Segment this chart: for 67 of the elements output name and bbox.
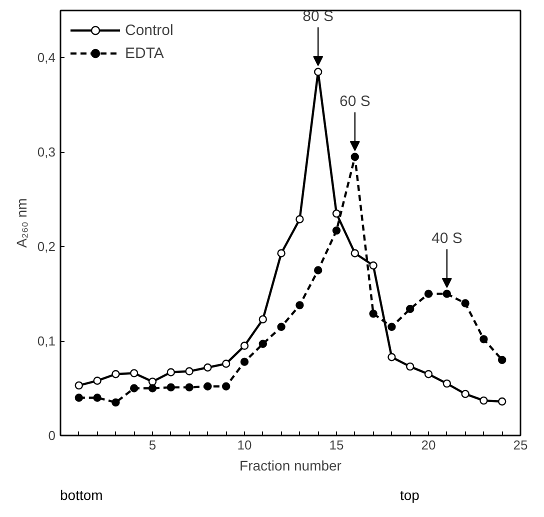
point (314, 68, 322, 76)
point (93, 376, 102, 385)
y-axis-title: A₂₆₀ nm (13, 198, 30, 248)
point (204, 363, 212, 372)
point (185, 367, 194, 376)
point (148, 378, 157, 386)
point (240, 358, 249, 366)
point (74, 381, 83, 390)
text: bottom (60, 486, 103, 505)
point (222, 360, 230, 368)
x-tick-label: 5 (148, 438, 156, 452)
x-tick-label: 25 (513, 438, 528, 452)
point (185, 383, 194, 392)
point (240, 342, 249, 350)
annotation: 40 S (431, 230, 462, 248)
point (296, 301, 304, 310)
point (277, 249, 286, 258)
point (332, 209, 341, 218)
x-tick-label: 15 (329, 438, 344, 452)
point (498, 356, 506, 364)
x-tick-label: 20 (421, 438, 436, 452)
x-axis-title: Fraction number (240, 458, 342, 474)
point (442, 290, 451, 298)
point (461, 390, 470, 398)
point (93, 394, 102, 402)
point (166, 383, 175, 392)
point (148, 384, 157, 392)
y-tick-label: 0,4 (37, 50, 56, 66)
y-tick-label: 0 (48, 428, 56, 443)
point (222, 382, 230, 390)
point (388, 353, 396, 362)
point (369, 310, 378, 318)
point (166, 368, 175, 376)
point (314, 266, 322, 274)
text: top (400, 486, 420, 505)
point (74, 394, 83, 402)
point (424, 290, 433, 298)
point (350, 152, 359, 161)
point (332, 226, 341, 235)
legend-label: Control (125, 22, 174, 38)
point (461, 299, 470, 308)
y-tick-label: 0,3 (37, 144, 56, 160)
point (112, 398, 120, 407)
annotation: 60 S (339, 93, 370, 110)
y-tick-label: 0,1 (37, 334, 56, 349)
point (112, 370, 120, 378)
point (388, 322, 396, 331)
point (406, 362, 414, 371)
point (296, 215, 304, 224)
point (130, 384, 138, 392)
point (204, 382, 212, 390)
x-tick-label: 10 (237, 438, 252, 452)
point (350, 249, 359, 258)
point (130, 369, 138, 378)
point (369, 261, 378, 270)
point (424, 370, 433, 378)
point (442, 379, 451, 388)
point (480, 396, 488, 405)
legend-label: EDTA (125, 44, 164, 62)
annotation: 80 S (302, 8, 334, 26)
y-tick-label: 0,2 (37, 239, 56, 254)
point (406, 304, 414, 314)
point (277, 322, 286, 331)
point (480, 335, 488, 344)
point (258, 315, 267, 324)
point (258, 340, 267, 348)
point (498, 397, 506, 406)
